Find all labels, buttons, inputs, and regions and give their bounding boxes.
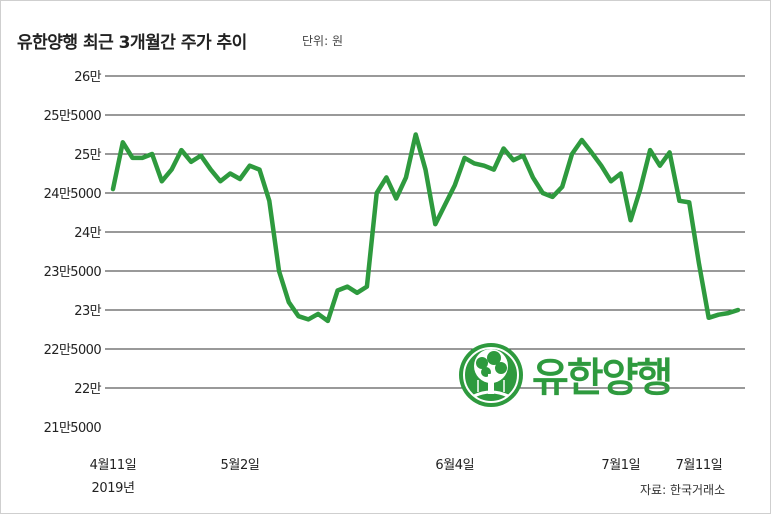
price-series-line <box>110 132 741 324</box>
x-tick-label: 5월2일 <box>221 458 260 473</box>
y-tick-label: 26만 <box>74 70 101 85</box>
y-tick-label: 23만5000 <box>44 265 102 280</box>
y-tick-label: 22만 <box>74 382 101 397</box>
x-tick-label: 7월1일 <box>601 458 640 473</box>
source-note: 자료: 한국거래소 <box>640 483 726 497</box>
x-tick-label: 4월11일 <box>90 458 137 473</box>
x-tick-label: 7월11일 <box>676 458 723 473</box>
y-tick-label: 21만5000 <box>44 421 102 436</box>
tree-emblem-icon <box>459 343 523 407</box>
yuhan-logo: 유한양행 <box>459 343 673 407</box>
x-tick-sublabel: 2019년 <box>91 481 134 496</box>
y-tick-label: 25만 <box>74 148 101 163</box>
y-tick-label: 24만5000 <box>44 187 102 202</box>
y-tick-label: 23만 <box>74 304 101 319</box>
x-tick-label: 6월4일 <box>435 458 474 473</box>
y-tick-label: 22만5000 <box>44 343 102 358</box>
unit-label: 단위: 원 <box>302 34 343 48</box>
y-axis-tick-labels: 26만 25만5000 25만 24만5000 24만 23만5000 23만 22만5000… <box>44 70 103 436</box>
logo-wordmark: 유한양행 <box>532 355 671 401</box>
x-axis-tick-labels: 4월11일 2019년 5월2일 6월4일 7월1일 7월11일 <box>90 458 723 496</box>
grid-lines <box>105 75 745 389</box>
y-tick-label: 24만 <box>74 226 101 241</box>
y-tick-label: 25만5000 <box>44 109 102 124</box>
chart-title: 유한양행 최근 3개월간 주가 추이 <box>17 33 247 53</box>
